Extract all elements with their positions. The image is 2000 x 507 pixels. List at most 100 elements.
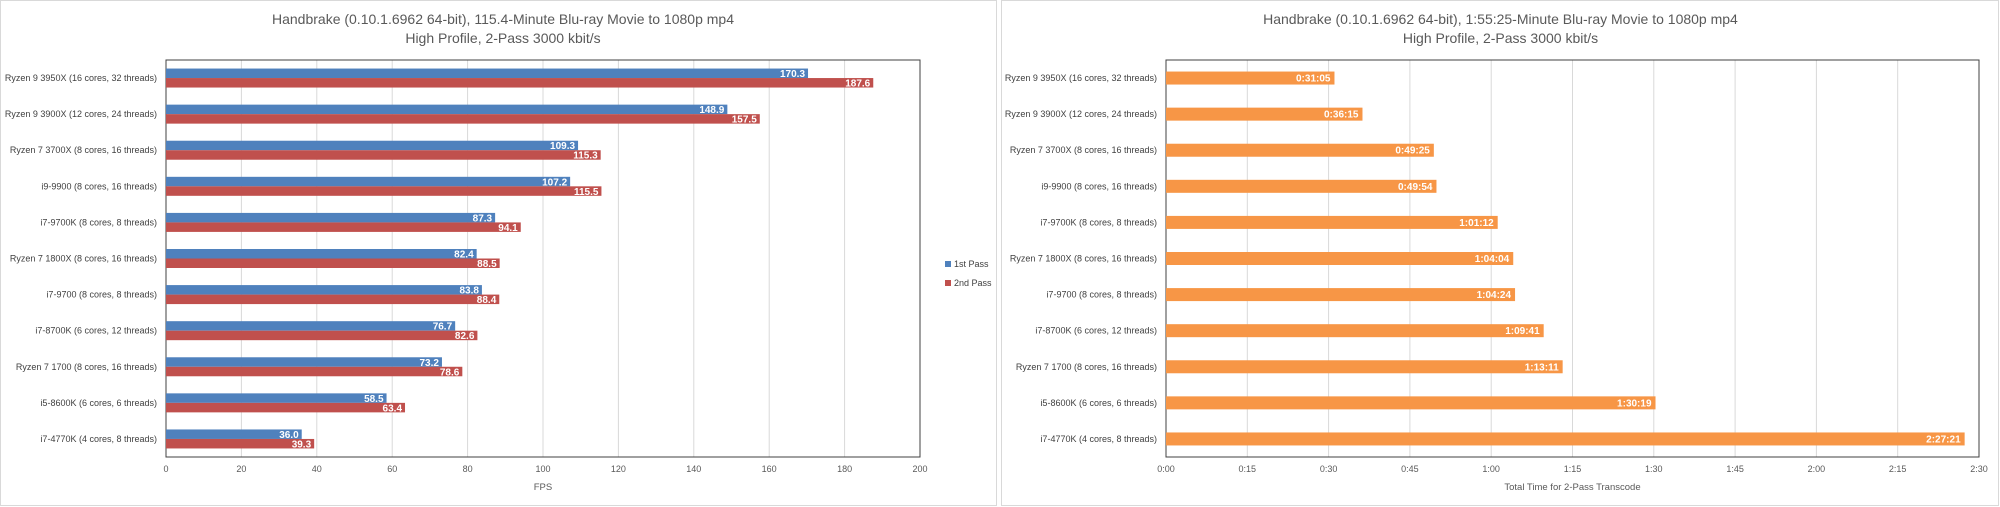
bar-second-pass bbox=[166, 366, 463, 377]
x-tick-label: 160 bbox=[762, 464, 777, 474]
data-label: 76.7 bbox=[433, 322, 453, 333]
data-label: 0:49:25 bbox=[1395, 146, 1430, 157]
fps-chart: Handbrake (0.10.1.6962 64-bit), 115.4-Mi… bbox=[5, 11, 992, 493]
category-label: i7-9700K (8 cores, 8 threads) bbox=[1040, 217, 1157, 227]
category-label: i9-9900 (8 cores, 16 threads) bbox=[1041, 181, 1157, 191]
data-label: 157.5 bbox=[732, 115, 757, 126]
bar-total-time bbox=[1166, 360, 1563, 374]
bar-first-pass bbox=[166, 321, 456, 331]
x-tick-label: 0:15 bbox=[1239, 464, 1257, 474]
data-label: 94.1 bbox=[498, 223, 518, 234]
x-tick-label: 60 bbox=[387, 464, 397, 474]
chart-subtitle: High Profile, 2-Pass 3000 kbit/s bbox=[405, 30, 600, 46]
category-label: Ryzen 9 3900X (12 cores, 24 threads) bbox=[5, 109, 157, 119]
x-axis-title: Total Time for 2-Pass Transcode bbox=[1504, 482, 1640, 493]
legend-swatch bbox=[945, 261, 951, 267]
bar-second-pass bbox=[166, 114, 760, 124]
data-label: 115.5 bbox=[574, 187, 599, 198]
bar-second-pass bbox=[166, 78, 874, 88]
x-tick-label: 200 bbox=[912, 464, 927, 474]
bar-first-pass bbox=[166, 393, 387, 403]
bar-second-pass bbox=[166, 402, 406, 413]
data-label: 107.2 bbox=[542, 177, 567, 188]
data-label: 36.0 bbox=[279, 430, 299, 441]
bar-first-pass bbox=[166, 357, 442, 367]
category-label: i7-4770K (4 cores, 8 threads) bbox=[1040, 434, 1157, 444]
bar-second-pass bbox=[166, 222, 521, 232]
category-label: i7-8700K (6 cores, 12 threads) bbox=[1035, 326, 1157, 336]
bar-total-time bbox=[1166, 179, 1437, 193]
category-label: Ryzen 9 3900X (12 cores, 24 threads) bbox=[1005, 109, 1157, 119]
category-label: i7-9700 (8 cores, 8 threads) bbox=[1046, 290, 1157, 300]
bar-first-pass bbox=[166, 429, 302, 439]
category-label: Ryzen 9 3950X (16 cores, 32 threads) bbox=[1005, 73, 1157, 83]
data-label: 63.4 bbox=[383, 403, 403, 414]
chart-subtitle: High Profile, 2-Pass 3000 kbit/s bbox=[1403, 30, 1598, 46]
data-label: 82.4 bbox=[454, 250, 474, 261]
bar-first-pass bbox=[166, 104, 728, 115]
x-axis-title: FPS bbox=[534, 482, 552, 493]
bar-total-time bbox=[1166, 143, 1434, 157]
data-label: 0:36:15 bbox=[1324, 110, 1359, 121]
category-label: Ryzen 7 1800X (8 cores, 16 threads) bbox=[10, 254, 157, 264]
legend-label: 1st Pass bbox=[954, 259, 989, 269]
category-label: i7-9700 (8 cores, 8 threads) bbox=[46, 290, 157, 300]
x-tick-label: 2:30 bbox=[1970, 464, 1988, 474]
category-label: Ryzen 7 1700 (8 cores, 16 threads) bbox=[1016, 362, 1157, 372]
bar-second-pass bbox=[166, 438, 315, 449]
bar-first-pass bbox=[166, 212, 496, 223]
x-tick-label: 1:15 bbox=[1564, 464, 1582, 474]
bar-total-time bbox=[1166, 288, 1516, 302]
x-tick-label: 20 bbox=[236, 464, 246, 474]
bar-total-time bbox=[1166, 215, 1498, 229]
data-label: 1:30:19 bbox=[1617, 398, 1652, 409]
chart-title: Handbrake (0.10.1.6962 64-bit), 115.4-Mi… bbox=[272, 11, 734, 27]
chart-title: Handbrake (0.10.1.6962 64-bit), 1:55:25-… bbox=[1263, 11, 1738, 27]
category-label: Ryzen 7 1800X (8 cores, 16 threads) bbox=[1010, 254, 1157, 264]
data-label: 88.4 bbox=[477, 295, 497, 306]
x-tick-label: 0 bbox=[163, 464, 168, 474]
x-tick-label: 0:30 bbox=[1320, 464, 1338, 474]
data-label: 148.9 bbox=[699, 105, 724, 116]
data-label: 1:04:24 bbox=[1477, 290, 1512, 301]
bar-total-time bbox=[1166, 432, 1965, 446]
data-label: 83.8 bbox=[459, 286, 479, 297]
data-label: 1:01:12 bbox=[1459, 218, 1494, 229]
bar-total-time bbox=[1166, 324, 1544, 338]
data-label: 115.3 bbox=[573, 151, 598, 162]
bar-second-pass bbox=[166, 294, 500, 305]
data-label: 0:49:54 bbox=[1398, 182, 1433, 193]
bar-second-pass bbox=[166, 150, 601, 160]
category-label: Ryzen 7 1700 (8 cores, 16 threads) bbox=[16, 362, 157, 372]
data-label: 87.3 bbox=[473, 213, 493, 224]
bar-first-pass bbox=[166, 176, 571, 187]
data-label: 1:09:41 bbox=[1505, 326, 1540, 337]
bar-second-pass bbox=[166, 186, 602, 196]
x-tick-label: 180 bbox=[837, 464, 852, 474]
x-tick-label: 1:00 bbox=[1482, 464, 1500, 474]
x-tick-label: 2:00 bbox=[1808, 464, 1826, 474]
data-label: 2:27:21 bbox=[1926, 434, 1961, 445]
bar-second-pass bbox=[166, 258, 500, 268]
x-tick-label: 1:30 bbox=[1645, 464, 1663, 474]
x-tick-label: 2:15 bbox=[1889, 464, 1907, 474]
data-label: 58.5 bbox=[364, 394, 384, 405]
category-label: i7-4770K (4 cores, 8 threads) bbox=[40, 434, 157, 444]
x-tick-label: 40 bbox=[312, 464, 322, 474]
data-label: 78.6 bbox=[440, 367, 460, 378]
category-label: i9-9900 (8 cores, 16 threads) bbox=[41, 181, 157, 191]
bar-first-pass bbox=[166, 285, 482, 295]
bar-second-pass bbox=[166, 330, 478, 341]
category-label: i5-8600K (6 cores, 6 threads) bbox=[1040, 398, 1157, 408]
x-tick-label: 0:00 bbox=[1157, 464, 1175, 474]
data-label: 1:04:04 bbox=[1475, 254, 1510, 265]
category-label: i7-9700K (8 cores, 8 threads) bbox=[40, 217, 157, 227]
time-chart: Handbrake (0.10.1.6962 64-bit), 1:55:25-… bbox=[1005, 11, 1988, 493]
data-label: 109.3 bbox=[550, 141, 575, 152]
bar-first-pass bbox=[166, 140, 579, 151]
bar-first-pass bbox=[166, 249, 477, 259]
data-label: 0:31:05 bbox=[1296, 74, 1331, 85]
x-tick-label: 100 bbox=[535, 464, 550, 474]
category-label: Ryzen 7 3700X (8 cores, 16 threads) bbox=[10, 145, 157, 155]
